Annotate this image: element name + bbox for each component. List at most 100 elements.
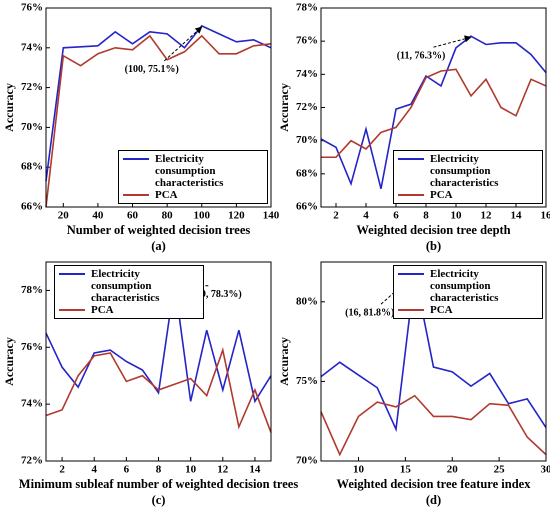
x-tick-label: 4: [363, 210, 369, 222]
plot-frame: [320, 7, 547, 208]
x-tick-label: 6: [124, 464, 130, 476]
legend: Electricity consumption characteristics P…: [393, 265, 543, 319]
legend-item: PCA: [59, 304, 199, 316]
y-tick-label: 70%: [296, 455, 318, 467]
y-axis-label: Accuracy: [277, 337, 291, 386]
legend-label: PCA: [430, 304, 453, 316]
legend: Electricity consumption characteristics P…: [393, 150, 543, 204]
x-axis-label: Minimum subleaf number of weighted decis…: [19, 477, 299, 491]
caption: (d): [426, 493, 441, 507]
x-axis-label: Weighted decision tree feature index: [337, 477, 532, 491]
legend-item: Electricity consumption characteristics: [398, 153, 538, 189]
x-tick-label: 100: [194, 210, 211, 222]
legend-label: Electricity consumption characteristics: [91, 268, 160, 304]
y-tick-label: 66%: [296, 201, 318, 213]
y-tick-label: 75%: [296, 375, 318, 387]
x-tick-label: 120: [228, 210, 245, 222]
x-tick-label: 2: [333, 210, 339, 222]
x-tick-label: 25: [494, 464, 506, 476]
y-tick-label: 74%: [21, 398, 43, 410]
plot-frame: [45, 7, 272, 208]
annotation: (11, 76.3%): [397, 50, 446, 61]
annotation: (9, 78.3%): [197, 289, 241, 300]
series-line: [45, 24, 272, 182]
y-tick-label: 66%: [21, 201, 43, 213]
x-tick-label: 14: [249, 464, 261, 476]
y-tick-label: 72%: [21, 81, 43, 93]
x-tick-label: 10: [451, 210, 463, 222]
series-line: [45, 281, 272, 404]
y-tick-label: 78%: [21, 284, 43, 296]
series-line: [321, 68, 547, 159]
series-line: [320, 35, 547, 189]
y-tick-label: 76%: [21, 2, 43, 14]
y-tick-label: 76%: [21, 341, 43, 353]
caption: (a): [151, 239, 166, 253]
legend-swatch: [398, 309, 424, 311]
x-tick-label: 4: [91, 464, 97, 476]
x-tick-label: 80: [162, 210, 174, 222]
y-tick-label: 68%: [296, 167, 318, 179]
x-tick-label: 8: [156, 464, 162, 476]
x-tick-label: 14: [511, 210, 523, 222]
series-line: [320, 394, 547, 457]
legend-swatch: [123, 194, 149, 196]
legend-swatch: [59, 273, 85, 275]
y-tick-label: 80%: [296, 295, 318, 307]
x-tick-label: 20: [58, 210, 70, 222]
x-tick-label: 10: [185, 464, 197, 476]
y-tick-label: 78%: [296, 2, 318, 14]
legend-label: Electricity consumption characteristics: [430, 153, 499, 189]
x-tick-label: 6: [393, 210, 399, 222]
y-axis-label: Accuracy: [277, 83, 291, 132]
x-tick-label: 2: [59, 464, 65, 476]
legend-swatch: [59, 309, 85, 311]
x-tick-label: 15: [400, 464, 412, 476]
plot-frame: [45, 261, 272, 462]
legend-item: PCA: [398, 189, 538, 201]
y-tick-label: 70%: [21, 121, 43, 133]
x-axis-label: Number of weighted decision trees: [67, 223, 251, 237]
y-tick-label: 70%: [296, 134, 318, 146]
series-line: [45, 34, 272, 208]
x-axis-label: Weighted decision tree depth: [356, 223, 510, 237]
y-axis-label: Accuracy: [2, 83, 16, 132]
series-line: [45, 347, 272, 433]
y-tick-label: 72%: [21, 455, 43, 467]
legend-item: PCA: [398, 304, 538, 316]
plot-frame: [320, 261, 547, 462]
legend-label: PCA: [155, 189, 178, 201]
legend: Electricity consumption characteristics P…: [54, 265, 204, 319]
y-axis-label: Accuracy: [2, 337, 16, 386]
caption: (c): [152, 493, 166, 507]
legend-label: PCA: [91, 304, 114, 316]
x-tick-label: 10: [353, 464, 365, 476]
legend-swatch: [398, 158, 424, 160]
y-tick-label: 68%: [21, 161, 43, 173]
legend-item: Electricity consumption characteristics: [398, 268, 538, 304]
y-tick-label: 74%: [21, 41, 43, 53]
legend: Electricity consumption characteristics P…: [118, 150, 268, 204]
caption: (b): [426, 239, 441, 253]
legend-label: Electricity consumption characteristics: [430, 268, 499, 304]
legend-item: Electricity consumption characteristics: [59, 268, 199, 304]
legend-item: PCA: [123, 189, 263, 201]
annotation-arrow: [433, 35, 472, 48]
x-tick-label: 60: [127, 210, 139, 222]
legend-label: PCA: [430, 189, 453, 201]
x-tick-label: 140: [263, 210, 280, 222]
x-tick-label: 12: [481, 210, 493, 222]
y-tick-label: 74%: [296, 68, 318, 80]
annotation-arrow: [163, 26, 203, 62]
x-tick-label: 40: [92, 210, 104, 222]
series-line: [320, 272, 547, 433]
x-tick-label: 16: [541, 210, 550, 222]
y-tick-label: 76%: [296, 35, 318, 47]
annotation: (100, 75.1%): [125, 64, 179, 75]
x-tick-label: 30: [541, 464, 550, 476]
legend-label: Electricity consumption characteristics: [155, 153, 224, 189]
x-tick-label: 8: [423, 210, 429, 222]
legend-swatch: [398, 273, 424, 275]
legend-swatch: [123, 158, 149, 160]
legend-item: Electricity consumption characteristics: [123, 153, 263, 189]
